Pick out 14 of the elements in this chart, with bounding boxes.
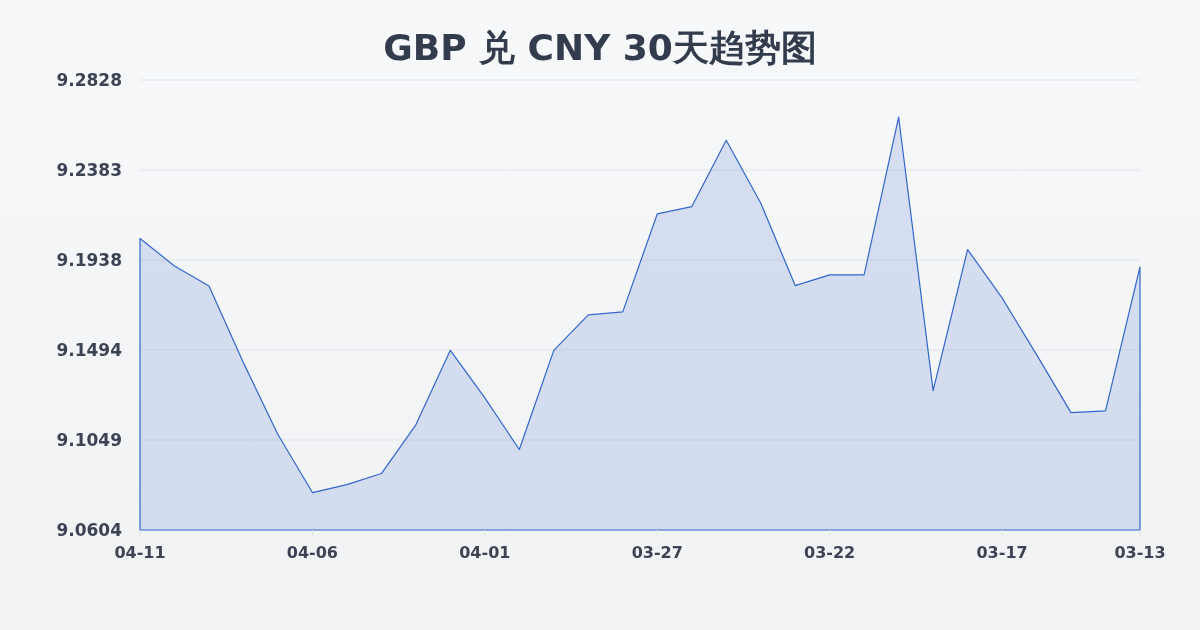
- x-tick-label: 04-06: [286, 543, 338, 562]
- y-tick-label: 9.2828: [56, 70, 122, 90]
- x-tick-label: 03-27: [631, 543, 683, 562]
- x-tick-label: 04-01: [459, 543, 511, 562]
- y-tick-label: 9.1494: [56, 339, 123, 360]
- x-tick-label: 03-17: [976, 543, 1028, 562]
- y-tick-label: 9.2383: [56, 160, 122, 181]
- y-tick-label: 9.0604: [56, 520, 123, 540]
- chart-title: GBP 兑 CNY 30天趋势图: [383, 27, 817, 68]
- x-tick-label: 04-11: [114, 543, 166, 562]
- x-tick-label: 03-13: [1114, 543, 1166, 562]
- y-tick-label: 9.1049: [56, 429, 122, 450]
- x-tick-label: 03-22: [804, 543, 856, 562]
- y-tick-label: 9.1938: [56, 250, 122, 271]
